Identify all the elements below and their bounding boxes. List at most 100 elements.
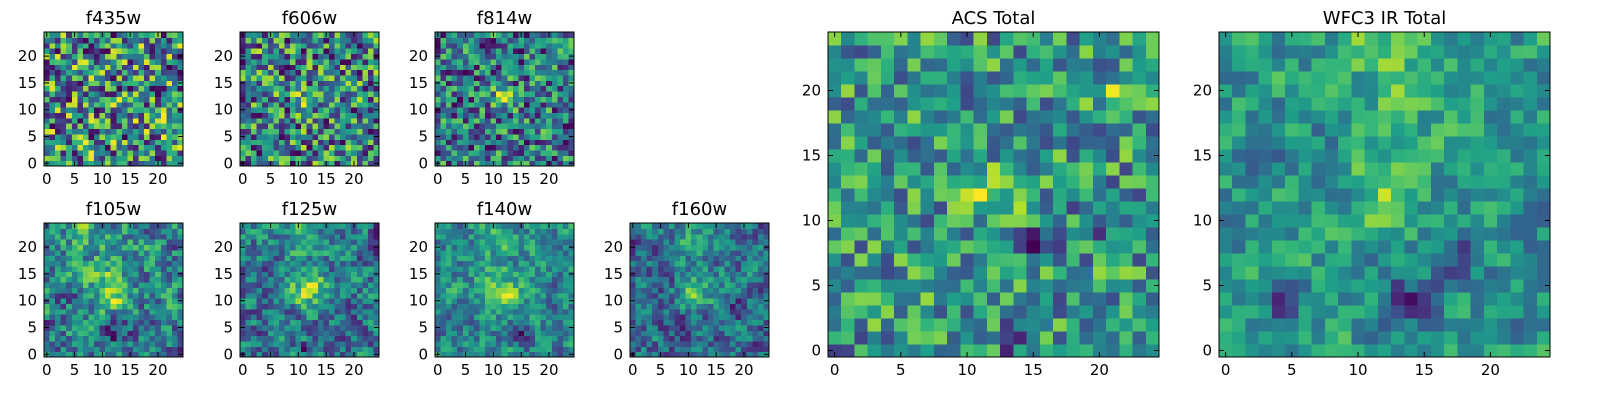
heatmap-cell	[171, 149, 179, 156]
heatmap-cell	[251, 228, 258, 235]
heatmap-cell	[490, 335, 497, 342]
heatmap-cell	[317, 42, 324, 49]
heatmap-cell	[105, 90, 112, 97]
heatmap-cell	[295, 249, 302, 256]
heatmap-cell	[301, 32, 308, 38]
heatmap-cell	[55, 292, 62, 299]
heatmap-cell	[373, 69, 380, 76]
heatmap-cell	[1145, 227, 1160, 241]
heatmap-cell	[523, 69, 531, 76]
heatmap-cell	[696, 265, 703, 272]
heatmap-cell	[507, 340, 514, 347]
heatmap-cell	[267, 101, 274, 108]
heatmap-cell	[1013, 292, 1028, 306]
heatmap-cell	[535, 90, 542, 97]
heatmap-cell	[317, 96, 324, 103]
heatmap-cell	[668, 298, 676, 304]
heatmap-cell	[763, 314, 770, 321]
heatmap-cell	[55, 133, 62, 140]
heatmap-cell	[373, 340, 380, 347]
heatmap-cell	[512, 271, 519, 278]
heatmap-cell	[177, 335, 184, 342]
heatmap-cell	[155, 74, 162, 81]
x-tick-label: 20	[344, 170, 363, 188]
heatmap-cell	[116, 64, 123, 71]
heatmap-cell	[334, 287, 341, 294]
heatmap-cell	[171, 128, 179, 135]
heatmap-cell	[94, 249, 101, 256]
heatmap-cell	[121, 64, 128, 71]
y-tick-label: 5	[223, 128, 233, 146]
heatmap-cell	[663, 303, 670, 310]
heatmap-cell	[356, 281, 363, 288]
heatmap-cell	[127, 265, 134, 272]
heatmap-cell	[340, 90, 347, 97]
heatmap-cell	[149, 265, 156, 272]
heatmap-cell	[546, 69, 553, 76]
heatmap-cell	[518, 74, 525, 81]
heatmap-cell	[535, 69, 542, 76]
heatmap-cell	[641, 319, 648, 326]
heatmap-cell	[171, 276, 179, 283]
heatmap-cell	[657, 233, 664, 240]
heatmap-cell	[512, 139, 519, 146]
heatmap-cell	[328, 271, 336, 278]
heatmap-cell	[652, 271, 659, 278]
heatmap-cell	[82, 155, 90, 162]
heatmap-cell	[435, 96, 442, 103]
heatmap-cell	[446, 64, 453, 71]
heatmap-cell	[718, 314, 726, 321]
heatmap-cell	[121, 139, 128, 146]
heatmap-cell	[301, 149, 308, 156]
heatmap-cell	[641, 223, 648, 229]
heatmap-cell	[155, 308, 162, 315]
heatmap-cell	[440, 155, 447, 162]
heatmap-cell	[132, 276, 140, 283]
heatmap-cell	[757, 249, 765, 256]
heatmap-cell	[1053, 175, 1067, 189]
heatmap-cell	[512, 303, 519, 310]
heatmap-cell	[512, 64, 519, 71]
heatmap-cell	[306, 58, 313, 65]
heatmap-cell	[155, 117, 162, 124]
heatmap-cell	[540, 223, 547, 229]
heatmap-cell	[251, 69, 258, 76]
heatmap-cell	[501, 335, 508, 342]
heatmap-cell	[110, 139, 117, 146]
heatmap-cell	[635, 308, 642, 315]
heatmap-cell	[880, 162, 895, 176]
heatmap-cell	[446, 303, 453, 310]
heatmap-cell	[1026, 188, 1041, 202]
heatmap-cell	[551, 340, 558, 347]
heatmap-cell	[512, 330, 519, 337]
heatmap-cell	[501, 324, 508, 331]
heatmap-cell	[451, 53, 458, 60]
heatmap-cell	[907, 253, 922, 267]
heatmap-cell	[551, 85, 558, 92]
heatmap-cell	[245, 351, 252, 358]
heatmap-cell	[171, 80, 179, 87]
heatmap-cell	[121, 308, 128, 315]
heatmap-cell	[278, 260, 286, 267]
heatmap-cell	[933, 201, 948, 215]
heatmap-cell	[55, 340, 62, 347]
heatmap-cell	[256, 324, 263, 331]
heatmap-cell	[71, 128, 78, 135]
heatmap-cell	[730, 319, 737, 326]
heatmap-cell	[312, 303, 319, 310]
heatmap-cell	[485, 271, 492, 278]
heatmap-cell	[251, 42, 258, 49]
heatmap-cell	[668, 281, 676, 288]
heatmap-cell	[446, 308, 453, 315]
heatmap-cell	[340, 117, 347, 124]
heatmap-cell	[251, 90, 258, 97]
heatmap-cell	[340, 223, 347, 229]
heatmap-cell	[440, 244, 447, 251]
heatmap-cell	[356, 64, 363, 71]
heatmap-cell	[646, 314, 653, 321]
heatmap-cell	[71, 37, 78, 44]
heatmap-cell	[540, 69, 547, 76]
heatmap-cell	[160, 80, 167, 87]
heatmap-cell	[1119, 331, 1134, 345]
heatmap-cell	[245, 53, 252, 60]
